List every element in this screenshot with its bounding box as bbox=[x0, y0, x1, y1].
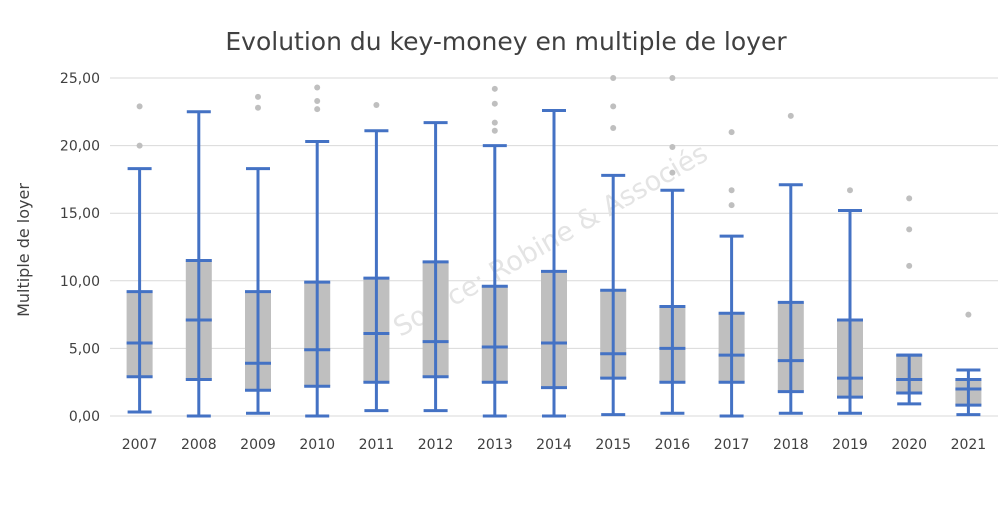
box-2019 bbox=[837, 187, 863, 415]
outlier-point bbox=[669, 75, 676, 81]
x-tick-label: 2012 bbox=[418, 437, 454, 453]
box-2014 bbox=[541, 108, 567, 418]
outlier-point bbox=[669, 169, 676, 176]
box-2015 bbox=[600, 75, 627, 417]
box-2017 bbox=[718, 129, 745, 418]
outlier-point bbox=[728, 129, 735, 136]
outlier-point bbox=[847, 187, 853, 194]
y-tick-label: 15,00 bbox=[60, 206, 100, 222]
outlier-point bbox=[610, 103, 617, 110]
outlier-point bbox=[255, 93, 261, 100]
y-tick-label: 25,00 bbox=[60, 71, 100, 87]
x-axis-ticks: 2007 2008 2009 2010 2011 2012 2013 2014 2015 2016… bbox=[122, 437, 986, 453]
x-tick-label: 2013 bbox=[477, 437, 513, 453]
outlier-point bbox=[965, 311, 972, 318]
outlier-point bbox=[314, 97, 321, 104]
outlier-point bbox=[491, 85, 498, 92]
outlier-point bbox=[669, 143, 676, 150]
outlier-point bbox=[314, 106, 321, 113]
box-2018 bbox=[777, 112, 804, 415]
box-2010 bbox=[304, 84, 331, 418]
y-tick-label: 10,00 bbox=[60, 274, 100, 290]
y-tick-label: 5,00 bbox=[69, 341, 100, 357]
x-tick-label: 2020 bbox=[891, 437, 927, 453]
x-tick-label: 2008 bbox=[181, 437, 217, 453]
x-tick-label: 2007 bbox=[122, 437, 158, 453]
outlier-point bbox=[255, 104, 261, 111]
box-2011 bbox=[363, 102, 390, 413]
outlier-point bbox=[906, 195, 913, 202]
outlier-point bbox=[491, 119, 498, 126]
outlier-point bbox=[906, 262, 913, 269]
outlier-point bbox=[906, 226, 913, 233]
box-2007 bbox=[126, 103, 153, 414]
outlier-point bbox=[373, 102, 380, 109]
chart-title: Evolution du key-money en multiple de lo… bbox=[225, 27, 787, 56]
x-tick-label: 2011 bbox=[359, 437, 395, 453]
box-2012 bbox=[422, 121, 449, 413]
x-tick-label: 2016 bbox=[655, 437, 691, 453]
x-tick-label: 2018 bbox=[773, 437, 809, 453]
outlier-point bbox=[136, 103, 143, 110]
box-2020 bbox=[896, 195, 923, 406]
outlier-point bbox=[136, 142, 143, 149]
box-2021 bbox=[955, 311, 982, 417]
x-tick-label: 2021 bbox=[951, 437, 987, 453]
x-tick-label: 2014 bbox=[536, 437, 572, 453]
y-axis-label: Multiple de loyer bbox=[14, 183, 33, 317]
outlier-point bbox=[787, 112, 794, 119]
x-tick-label: 2010 bbox=[299, 437, 335, 453]
outlier-point bbox=[728, 187, 735, 194]
boxes bbox=[126, 75, 982, 418]
box-2016 bbox=[659, 75, 686, 415]
box-2009 bbox=[245, 93, 271, 415]
outlier-point bbox=[491, 127, 498, 134]
outlier-point bbox=[610, 125, 617, 132]
box-2008 bbox=[185, 110, 212, 418]
x-tick-label: 2015 bbox=[595, 437, 631, 453]
box-2013 bbox=[481, 85, 508, 418]
x-tick-label: 2019 bbox=[832, 437, 868, 453]
outlier-point bbox=[491, 100, 498, 107]
y-tick-label: 0,00 bbox=[69, 409, 100, 425]
outlier-point bbox=[728, 202, 735, 209]
x-tick-label: 2017 bbox=[714, 437, 750, 453]
y-tick-label: 20,00 bbox=[60, 139, 100, 155]
y-axis-ticks: 0,00 5,00 10,00 15,00 20,00 25,00 bbox=[60, 71, 100, 425]
outlier-point bbox=[314, 84, 321, 91]
outlier-point bbox=[610, 75, 617, 81]
x-tick-label: 2009 bbox=[240, 437, 276, 453]
